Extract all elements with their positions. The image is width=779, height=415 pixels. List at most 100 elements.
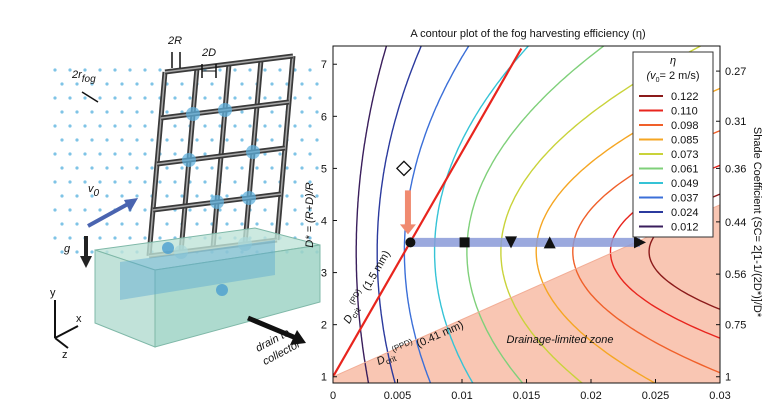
figure: 2R 2D 2rfog v0 g y x z drain tocollector… [0,0,779,415]
fog-dot [98,236,101,239]
captured-drop [186,107,200,121]
fog-dot [83,152,86,155]
y2-tick-label: 0.75 [725,320,746,332]
fog-dot [203,124,206,127]
fog-dot [255,166,258,169]
fog-dot [128,96,131,99]
x-tick-label: 0.03 [709,390,730,402]
fog-dot [68,152,71,155]
fog-dot [270,138,273,141]
fog-dot [263,96,266,99]
fog-dot [75,222,78,225]
fog-dot [285,194,288,197]
fog-dot [75,138,78,141]
fog-dot [143,180,146,183]
x-tick-label: 0.005 [384,390,412,402]
fog-dot [248,96,251,99]
fog-dot [150,166,153,169]
fog-dot [165,194,168,197]
fog-dot [270,166,273,169]
fog-dot [308,68,311,71]
y2-tick-label: 0.36 [725,163,746,175]
fog-dot [165,222,168,225]
fog-dot [233,124,236,127]
fog-dot [113,152,116,155]
label-fog-sub: fog [82,74,96,85]
fog-dot [135,222,138,225]
illustration: 2R 2D 2rfog v0 g y x z drain tocollector [50,35,320,368]
fog-dot [53,68,56,71]
fog-dot [68,208,71,211]
fog-dot [263,124,266,127]
label-axis-x: x [76,313,82,325]
fog-dot [240,82,243,85]
fog-dot [315,138,318,141]
fog-dot [308,96,311,99]
fog-dot [60,82,63,85]
fog-dot [270,110,273,113]
fog-dot [98,96,101,99]
fog-dot [90,110,93,113]
fog-dot [180,82,183,85]
fog-dot [293,180,296,183]
legend-label: 0.110 [671,106,698,118]
fog-dot [120,82,123,85]
fog-dot [300,138,303,141]
fog-dot [225,166,228,169]
fog-dot [233,68,236,71]
legend-label: 0.049 [671,178,699,190]
fog-dot [68,124,71,127]
fog-dot [143,208,146,211]
label-v0-sub: 0 [94,188,100,199]
fog-dot [120,194,123,197]
y-axis-label: D* = (R+D)/R [304,182,316,247]
legend-label: 0.122 [671,91,699,103]
legend-label: 0.073 [671,149,699,161]
boundary-label-size: (1.5 mm) [359,249,393,296]
fog-dot [98,208,101,211]
fog-dot [180,138,183,141]
fog-dot [105,82,108,85]
y-tick-label: 3 [321,268,327,280]
x-tick-label: 0.025 [642,390,670,402]
fog-dot [83,68,86,71]
fog-dot [270,222,273,225]
label-fog: 2rfog [71,69,96,85]
fog-dot [113,124,116,127]
fog-dot [128,236,131,239]
fog-dot [270,82,273,85]
fog-dot [105,166,108,169]
drop-arrow [405,190,411,226]
fog-dot [285,222,288,225]
fog-dot [135,110,138,113]
fog-dot [150,110,153,113]
fog-dot [188,208,191,211]
label-v0: v0 [88,183,100,199]
label-2D: 2D [201,47,216,59]
y2-axis-label: Shade Coefficient (SC= 2[1-1/(2D*)]/D* [751,127,763,318]
fog-dot [210,82,213,85]
x-tick-label: 0 [330,390,336,402]
fog-dot [113,236,116,239]
fog-dot [158,180,161,183]
legend-subtitle: (v0= 2 m/s) [646,70,699,84]
y2-tick-label: 0.56 [725,269,746,281]
fog-dot [143,152,146,155]
fog-dot [75,166,78,169]
fog-dot [195,194,198,197]
fog-dot [165,110,168,113]
fog-dot [240,166,243,169]
fog-dot [105,110,108,113]
fog-dot [60,166,63,169]
axis-z-glyph [55,338,68,348]
fog-dot [293,152,296,155]
fog-dot [210,138,213,141]
fog-dot [195,138,198,141]
fog-dot [143,68,146,71]
fog-dot [83,124,86,127]
fog-dot [83,208,86,211]
legend-label: 0.085 [671,135,699,147]
y2-tick-label: 0.27 [725,66,746,78]
y2-tick-label: 1 [725,372,731,384]
fog-dot [120,110,123,113]
